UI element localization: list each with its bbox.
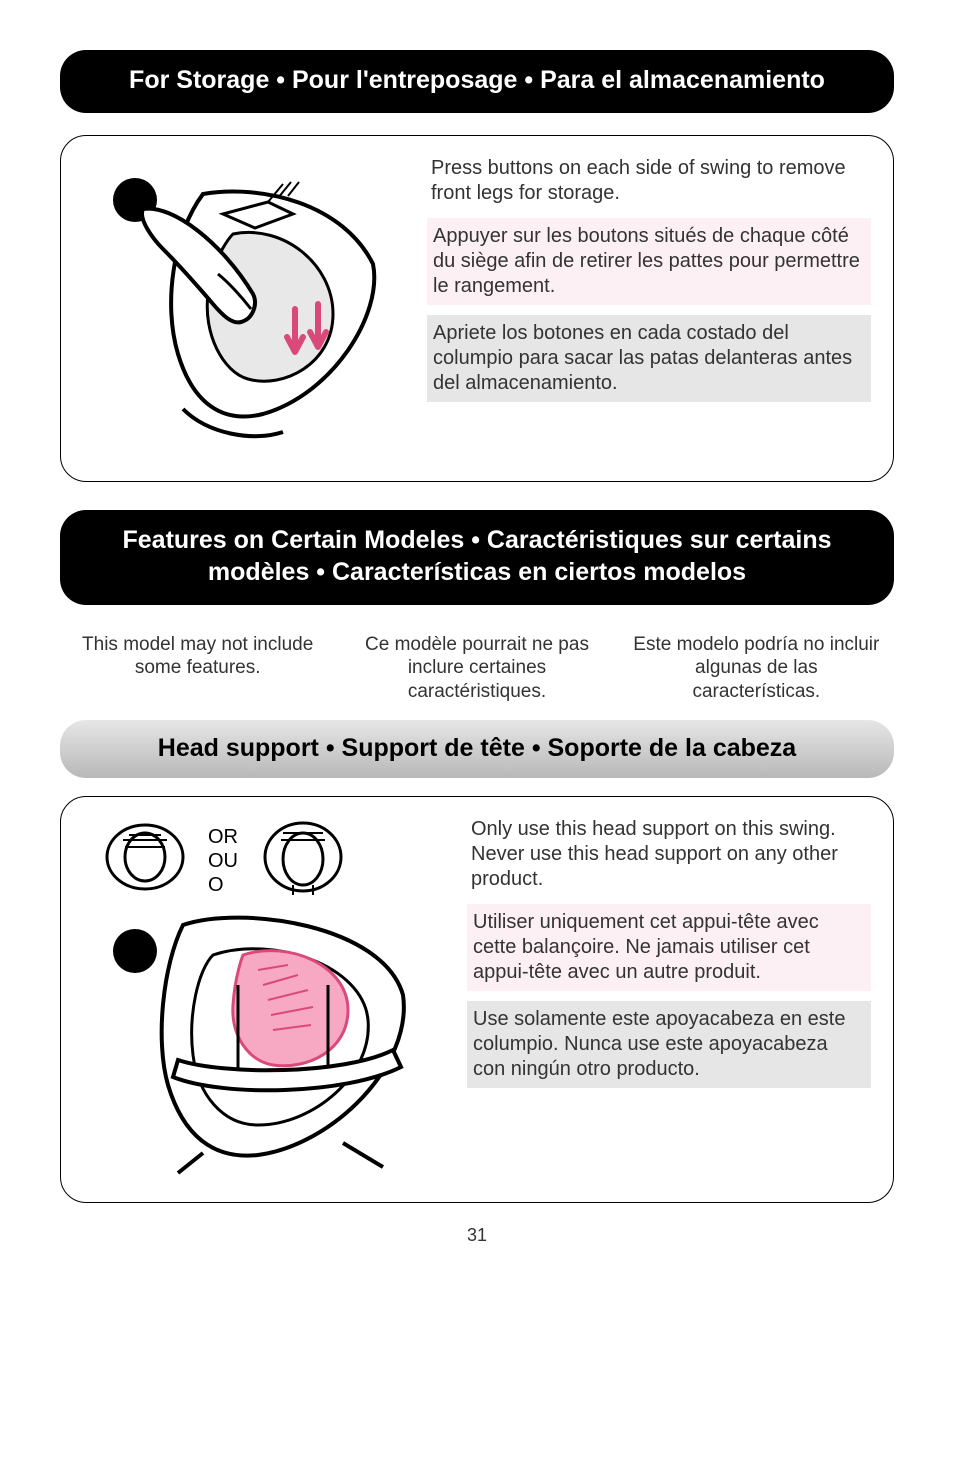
features-note-en: This model may not include some features… <box>70 633 325 704</box>
storage-text-block: Press buttons on each side of swing to r… <box>427 154 871 402</box>
head-support-text-en: Only use this head support on this swing… <box>467 815 871 894</box>
page-number: 31 <box>60 1225 894 1246</box>
head-pad-option-b-icon <box>265 823 341 895</box>
section-heading-head-support: Head support • Support de tête • Soporte… <box>60 720 894 779</box>
features-note-es: Este modelo podría no incluir algunas de… <box>629 633 884 704</box>
storage-text-en: Press buttons on each side of swing to r… <box>427 154 871 208</box>
head-support-text-fr: Utiliser uniquement cet appui-tête avec … <box>467 904 871 991</box>
section-heading-features: Features on Certain Modeles • Caractéris… <box>60 510 894 605</box>
head-support-illustration: OR OU O <box>83 815 443 1180</box>
or-label-fr: OU <box>208 850 238 872</box>
features-note-fr: Ce modèle pourrait ne pas inclure certai… <box>349 633 604 704</box>
head-support-text-block: Only use this head support on this swing… <box>467 815 871 1088</box>
swing-seat-with-pad <box>162 918 404 1173</box>
head-pad-option-a-icon <box>107 825 183 889</box>
storage-text-es: Apriete los botones en cada costado del … <box>427 315 871 402</box>
or-label-en: OR <box>208 826 238 848</box>
features-note-row: This model may not include some features… <box>60 627 894 720</box>
step-bullet-2 <box>113 929 157 973</box>
storage-panel: Press buttons on each side of swing to r… <box>60 135 894 482</box>
head-support-panel: OR OU O <box>60 796 894 1203</box>
or-label-es: O <box>208 874 224 896</box>
head-support-text-es: Use solamente este apoyacabeza en este c… <box>467 1001 871 1088</box>
storage-text-fr: Appuyer sur les boutons situés de chaque… <box>427 218 871 305</box>
storage-illustration <box>83 154 403 459</box>
section-heading-storage: For Storage • Pour l'entreposage • Para … <box>60 50 894 113</box>
